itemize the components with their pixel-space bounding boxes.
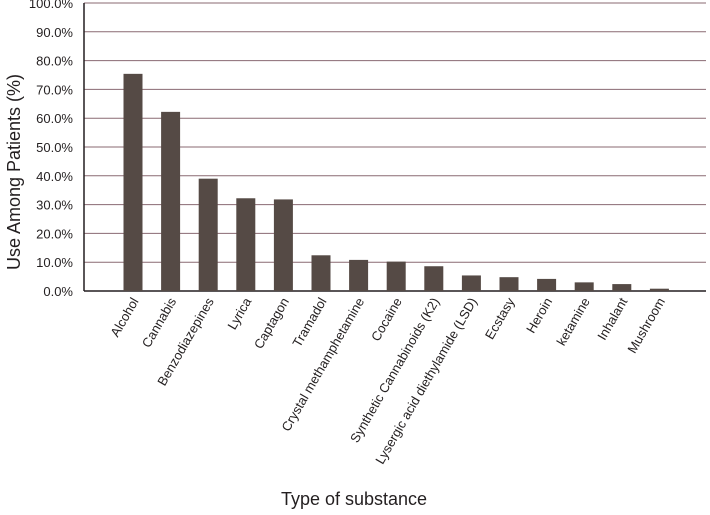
x-category-label: ketamine (553, 295, 592, 348)
bar-benzodiazepines (198, 178, 218, 291)
bar-inhalant (612, 284, 632, 291)
bar-ecstasy (499, 277, 519, 291)
y-tick-labels: 0.0% 10.0% 20.0% 30.0% 40.0% 50.0% 60.0% 70.0% 8… (29, 0, 74, 299)
y-tick-label: 90.0% (36, 25, 73, 40)
x-category-label: Heroin (523, 295, 555, 336)
bar-cannabis (161, 111, 181, 291)
bar-mushroom (649, 288, 669, 291)
x-category-label: Cannabis (139, 295, 180, 351)
x-axis-title: Type of substance (281, 489, 427, 509)
bar-synthetic-cannabinoids-k2 (424, 266, 444, 291)
y-tick-label: 20.0% (36, 226, 73, 241)
y-axis-title: Use Among Patients (%) (4, 74, 24, 270)
y-tick-label: 70.0% (36, 82, 73, 97)
bar-tramadol (311, 255, 331, 291)
bar-lyrica (236, 198, 256, 291)
bars (123, 73, 669, 292)
bar-captagon (273, 199, 293, 291)
x-category-label: Ecstasy (482, 295, 518, 342)
bar-ketamine (574, 282, 594, 291)
bar-heroin (537, 278, 557, 291)
x-category-label: Inhalant (594, 295, 630, 343)
y-tick-label: 40.0% (36, 169, 73, 184)
y-tick-label: 60.0% (36, 111, 73, 126)
y-tick-label: 100.0% (29, 0, 74, 11)
bar-cocaine (386, 261, 406, 291)
bar-lysergic-acid-diethylamide-lsd (461, 275, 481, 291)
x-category-label: Lyrica (224, 294, 254, 332)
y-tick-label: 10.0% (36, 255, 73, 270)
y-tick-label: 0.0% (43, 284, 73, 299)
x-category-label: Crystal methamphetamine (278, 295, 367, 434)
x-category-label: Cocaine (368, 295, 405, 344)
x-category-label: Captagon (251, 295, 292, 351)
x-category-label: Mushroom (624, 295, 668, 356)
bar-alcohol (123, 73, 143, 292)
x-category-label: Tramadol (289, 295, 329, 350)
y-tick-label: 50.0% (36, 140, 73, 155)
x-category-label: Alcohol (107, 295, 141, 340)
y-tick-label: 30.0% (36, 198, 73, 213)
bar-crystal-methamphetamine (349, 259, 369, 291)
y-tick-label: 80.0% (36, 54, 73, 69)
gridlines (84, 2, 706, 292)
